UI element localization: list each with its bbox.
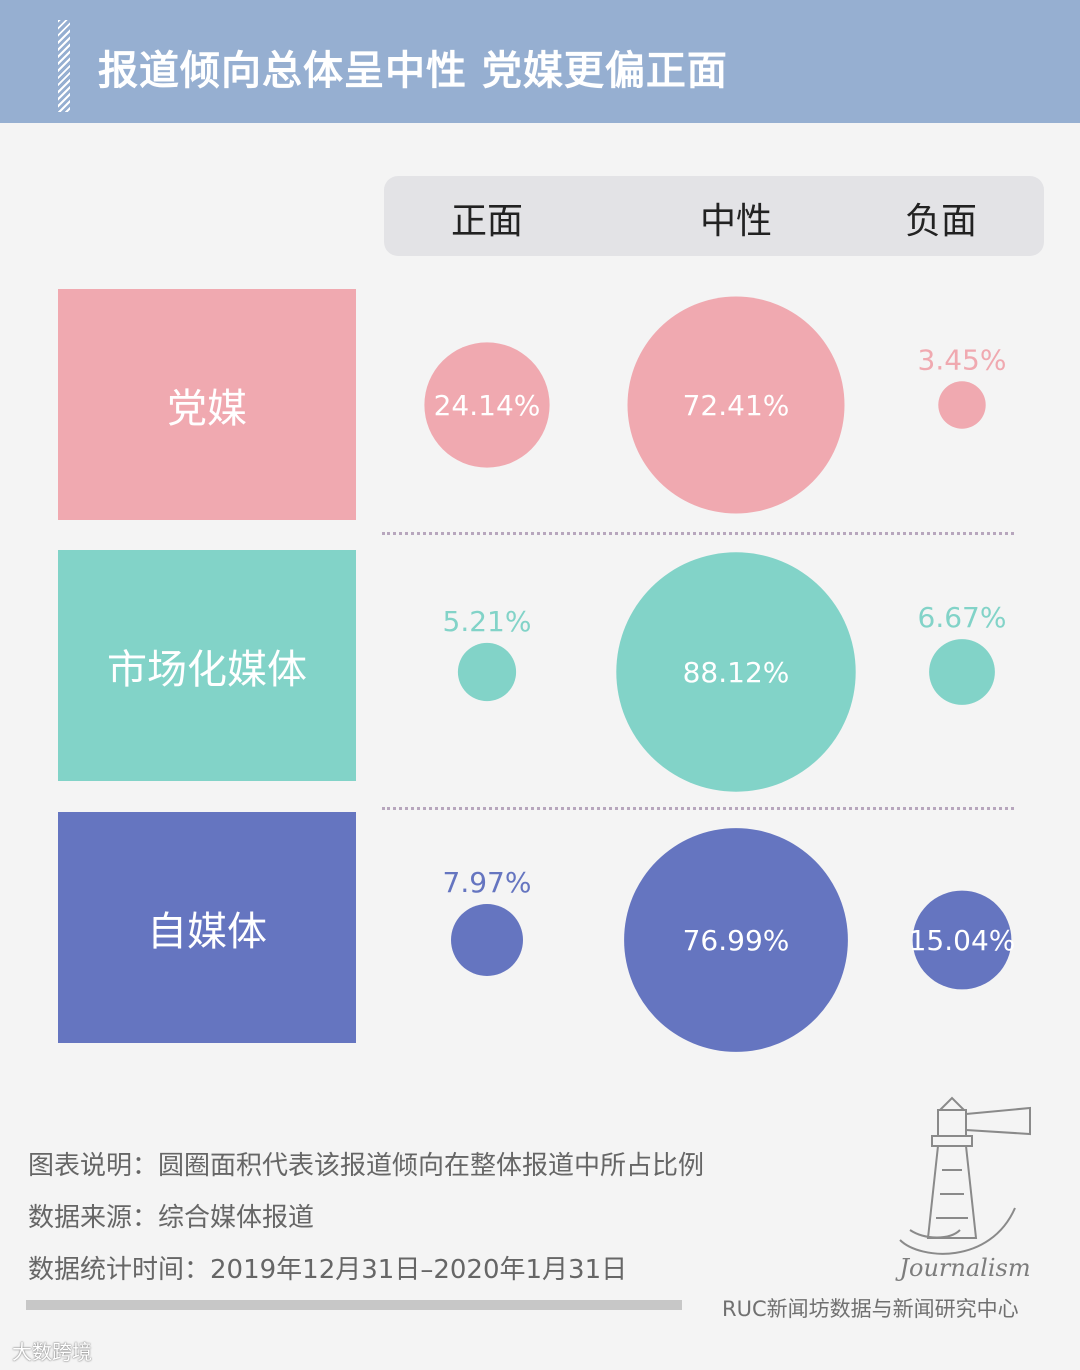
watermark-text: 大数跨境 [12,1340,92,1364]
row-divider [382,532,1014,535]
chart-description-note: 图表说明：圆圈面积代表该报道倾向在整体报道中所占比例 [28,1151,705,1181]
bubble-label-1-1: 88.12% [683,656,790,689]
bubble-label-0-2: 3.45% [918,343,1007,376]
bubble-2-1 [624,828,848,1052]
row-label-party-media: 党媒 [58,289,356,520]
row-divider [382,807,1014,810]
header-stripe-decoration [58,20,70,112]
lighthouse-logo-icon: Journalism [894,1096,1031,1282]
bubble-label-2-1: 76.99% [683,924,790,957]
row-label-self-media: 自媒体 [58,812,356,1043]
bubble-label-2-0: 7.97% [443,866,532,899]
credit-text: RUC新闻坊数据与新闻研究中心 [722,1297,1019,1321]
bubble-1-2 [929,639,995,705]
bubble-0-1 [627,296,845,514]
row-label-market-media: 市场化媒体 [58,550,356,781]
bubble-label-0-1: 72.41% [683,389,790,422]
bubble-label-2-2: 15.04% [909,924,1016,957]
data-source-note: 数据来源：综合媒体报道 [28,1203,315,1233]
bubble-2-2 [912,890,1012,990]
column-header-negative: 负面 [904,201,978,242]
bubble-2-0 [451,904,523,976]
header-banner: 报道倾向总体呈中性 党媒更偏正面 [0,0,1080,123]
column-header-neutral: 中性 [699,201,773,242]
bubble-label-1-2: 6.67% [918,601,1007,634]
bubble-0-2 [938,381,986,429]
bubble-1-0 [457,642,517,702]
page-title: 报道倾向总体呈中性 党媒更偏正面 [98,48,728,94]
notes-underline-bar [26,1300,682,1310]
column-header-positive: 正面 [450,201,524,242]
data-period-note: 数据统计时间：2019年12月31日–2020年1月31日 [28,1255,628,1285]
bubble-1-1 [616,552,856,792]
column-header-bar [384,176,1044,256]
bubble-0-0 [424,342,550,468]
bubble-label-0-0: 24.14% [434,389,541,422]
bubble-label-1-0: 5.21% [443,605,532,638]
logo-text: Journalism [894,1254,1030,1282]
